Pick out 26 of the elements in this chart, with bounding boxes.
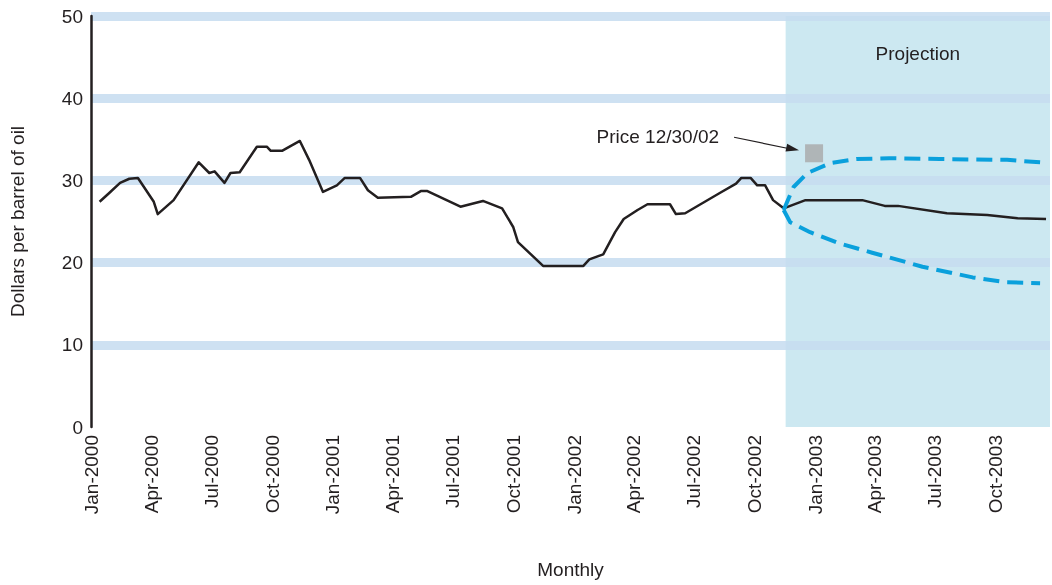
- y-tick-label: 40: [61, 87, 83, 109]
- x-tick-label: Oct-2000: [261, 435, 283, 514]
- y-tick-label: 30: [61, 169, 83, 191]
- x-tick-label: Jan-2000: [80, 435, 102, 515]
- y-tick-label: 20: [61, 252, 83, 274]
- y-tick-label: 0: [72, 416, 83, 438]
- x-tick-label: Jul-2000: [200, 435, 222, 508]
- band-label: Projection: [875, 43, 961, 64]
- x-tick-label: Oct-2002: [744, 435, 766, 514]
- y-tick-label: 10: [61, 334, 83, 356]
- x-tick-label: Jul-2001: [442, 435, 464, 508]
- x-tick-label: Jan-2003: [804, 435, 826, 515]
- x-tick-label: Apr-2001: [381, 435, 403, 514]
- x-tick-label: Jan-2001: [322, 435, 344, 515]
- y-tick-label: 50: [61, 5, 83, 27]
- x-tick-label: Oct-2003: [985, 435, 1007, 514]
- x-tick-label: Jan-2002: [563, 435, 585, 515]
- x-tick-label: Jul-2002: [683, 435, 705, 508]
- x-axis-title: Monthly: [537, 559, 605, 580]
- x-tick-label: Oct-2001: [502, 435, 524, 514]
- y-axis-title: Dollars per barrel of oil: [7, 125, 28, 318]
- annotation: Price 12/30/02: [596, 125, 720, 147]
- x-tick-label: Apr-2003: [864, 435, 886, 514]
- x-tick-label: Apr-2000: [140, 435, 162, 514]
- x-tick-label: Apr-2002: [623, 435, 645, 514]
- x-tick-label: Jul-2003: [924, 435, 946, 508]
